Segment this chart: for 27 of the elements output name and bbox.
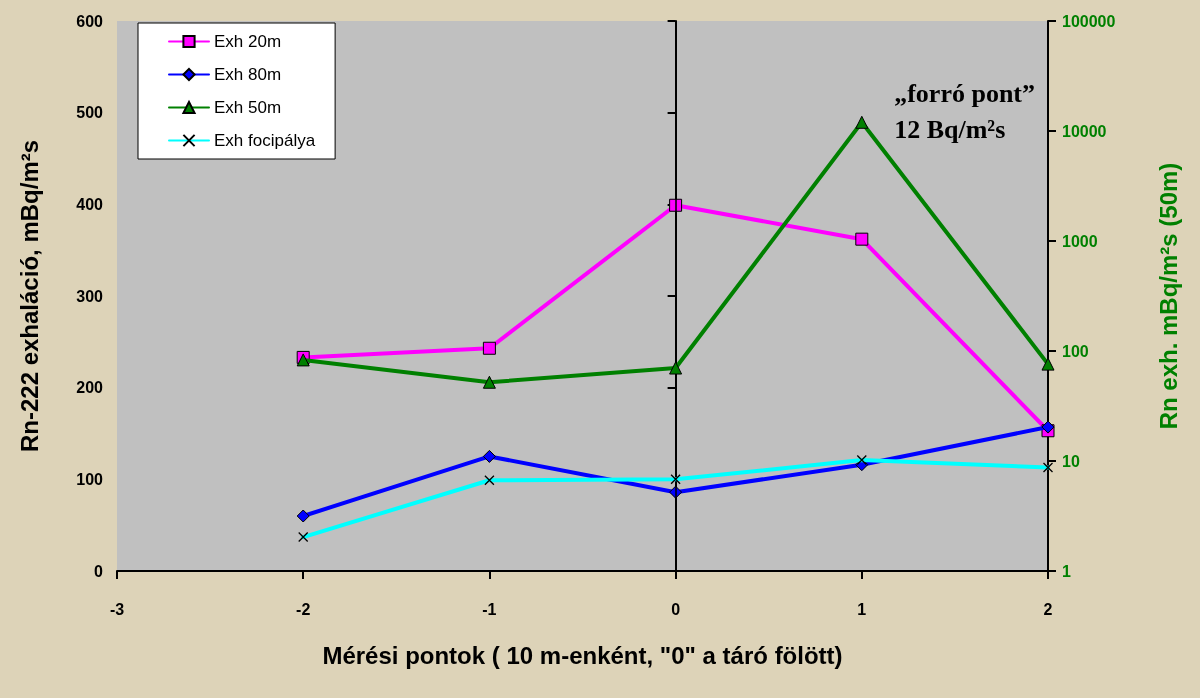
y2-tick-label: 10000 bbox=[1062, 122, 1107, 140]
y-tick-label: 600 bbox=[76, 12, 104, 30]
y2-tick-label: 10 bbox=[1062, 452, 1080, 470]
y2-tick-label: 100 bbox=[1062, 342, 1089, 360]
legend-label: Exh 20m bbox=[214, 32, 282, 51]
annotation: „forró pont” 12 Bq/m²s bbox=[894, 78, 1036, 144]
y-axis-title: Rn-222 exhaláció, mBq/m²s bbox=[15, 139, 43, 453]
y-tick-label: 300 bbox=[76, 287, 104, 305]
y2-axis-title: Rn exh. mBq/m²s (50m) bbox=[1154, 162, 1182, 430]
y2-tick-label: 1000 bbox=[1062, 232, 1098, 250]
x-tick-label: -1 bbox=[482, 600, 497, 618]
x-tick-label: 2 bbox=[1043, 600, 1053, 618]
y-tick-label: 500 bbox=[76, 104, 104, 122]
legend-label: Exh focipálya bbox=[214, 131, 316, 150]
y-tick-label: 100 bbox=[76, 470, 104, 488]
y-tick-label: 0 bbox=[94, 562, 104, 580]
x-tick-label: -2 bbox=[296, 600, 311, 618]
x-tick-label: -3 bbox=[109, 600, 125, 618]
y2-tick-label: 100000 bbox=[1062, 12, 1116, 30]
x-tick-label: 1 bbox=[857, 600, 867, 618]
y-tick-label: 400 bbox=[76, 195, 104, 213]
x-axis-title: Mérési pontok ( 10 m-enként, "0" a táró fölött) bbox=[322, 641, 843, 669]
y-tick-label: 200 bbox=[76, 379, 104, 397]
y2-tick-label: 1 bbox=[1062, 562, 1071, 580]
legend-label: Exh 50m bbox=[214, 98, 282, 117]
x-tick-label: 0 bbox=[671, 600, 681, 618]
legend-label: Exh 80m bbox=[214, 65, 282, 84]
